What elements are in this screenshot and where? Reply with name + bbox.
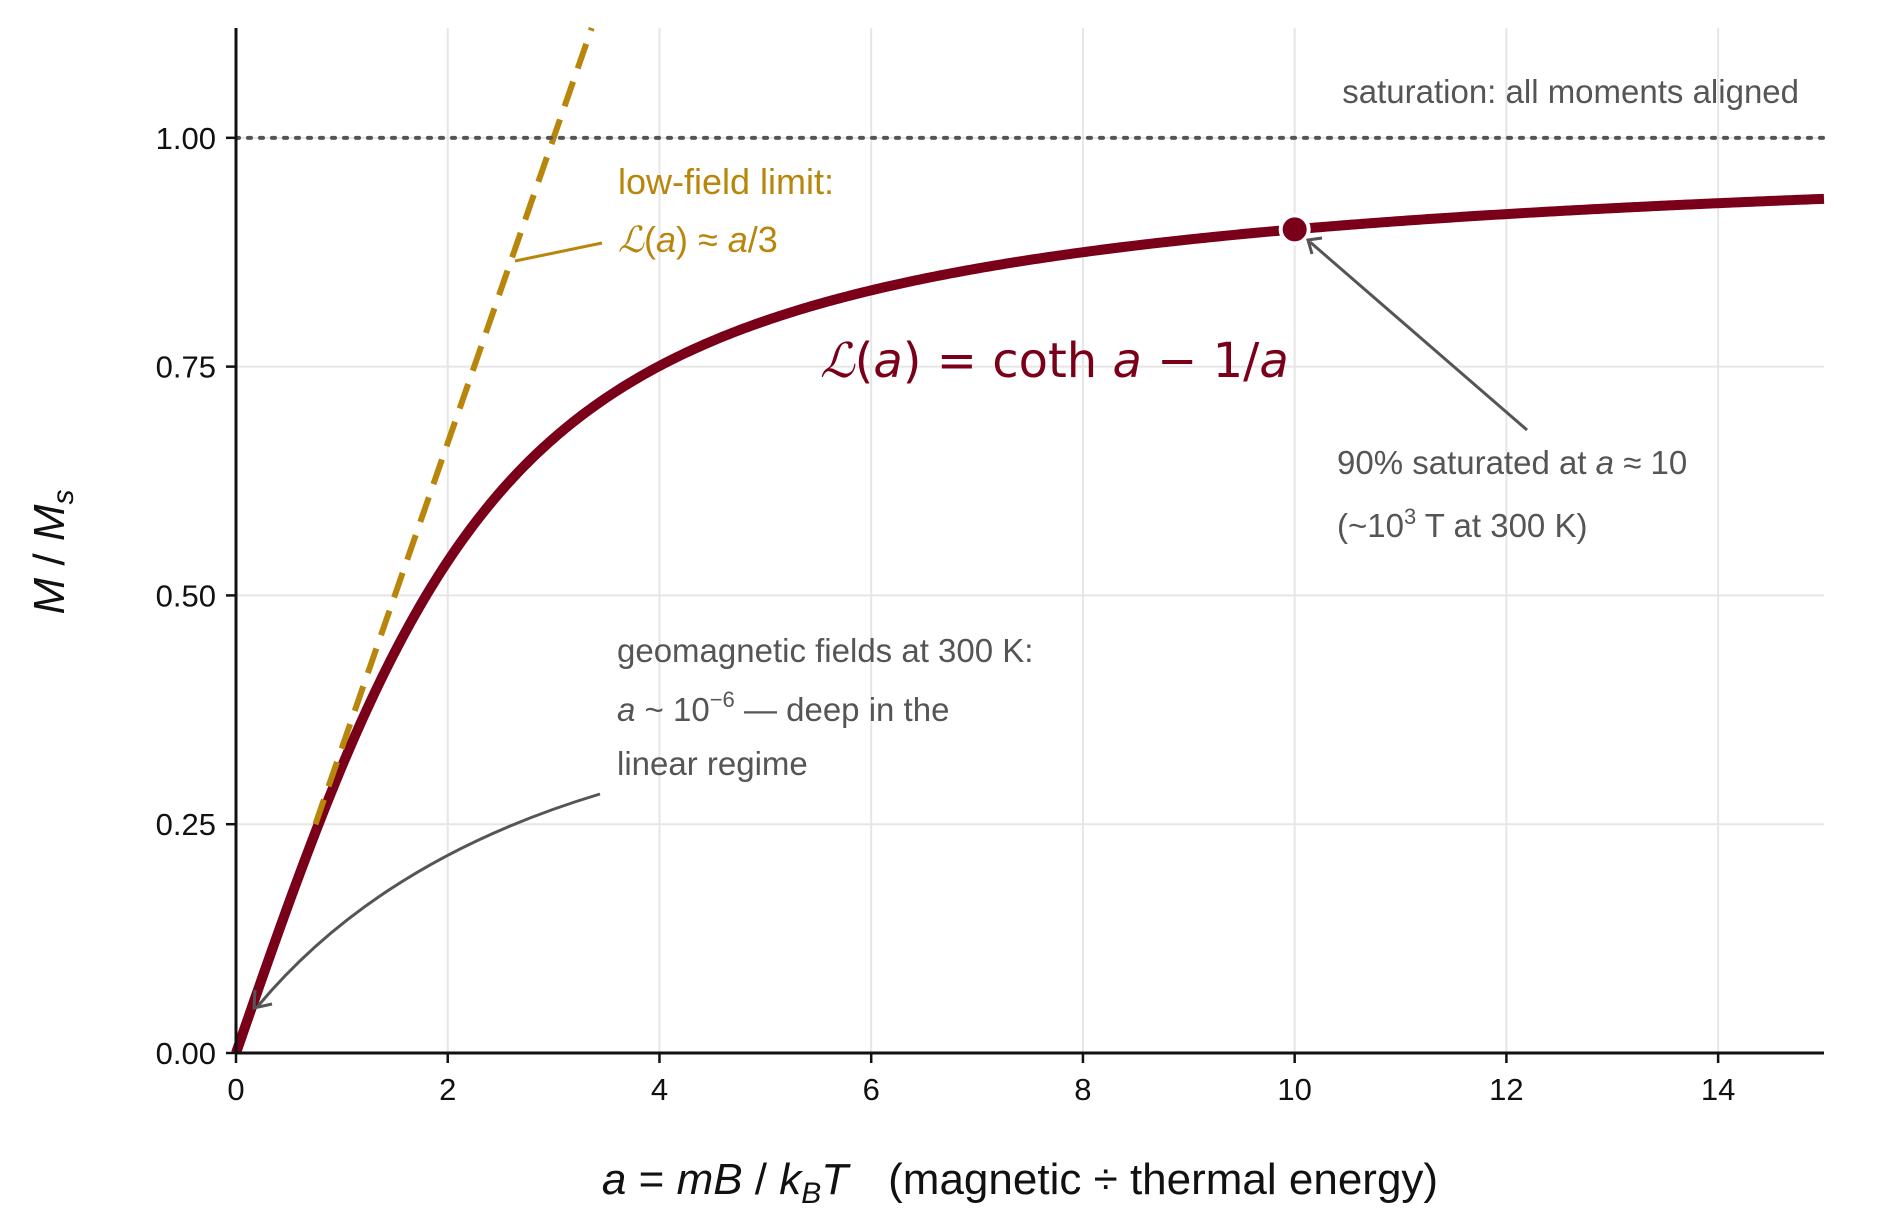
ninety-suffix: ≈ 10	[1614, 444, 1687, 481]
lowfield-eq-approx: ≈	[688, 219, 728, 260]
geo-mid: ~ 10	[635, 691, 709, 728]
ylabel-ms: M	[25, 504, 74, 541]
main-eq-close: )	[903, 333, 922, 389]
axes	[234, 28, 1824, 1055]
low-field-asymptote	[312, 27, 595, 826]
saturation-label: saturation: all moments aligned	[1342, 73, 1799, 110]
lowfield-equation: ℒ(a) ≈ a/3	[618, 219, 778, 261]
xlabel-k: k	[779, 1155, 803, 1204]
series-layer	[231, 27, 1826, 1055]
ylabel-m: M	[25, 578, 74, 615]
geomagnetic-arrow	[252, 792, 601, 1010]
xlabel-t: T	[821, 1155, 851, 1204]
ninety-prefix: 90% saturated at	[1337, 444, 1596, 481]
xlabel-eq: =	[626, 1155, 676, 1204]
y-tick-label: 0.75	[156, 350, 216, 385]
lowfield-eq-a1: a	[656, 219, 676, 260]
y-tick-label: 0.50	[156, 578, 216, 613]
main-eq-script-l: ℒ	[820, 333, 856, 389]
ticks: 0 2 4 6 8 10 12 14 0.00 0.25 0.50 0.75 1.00	[156, 121, 1736, 1107]
ylabel-slash: /	[25, 541, 74, 578]
langevin-curve	[231, 193, 1826, 1055]
main-eq-a2: a	[1112, 333, 1141, 389]
x-tick-label: 8	[1074, 1072, 1091, 1107]
main-eq-a1: a	[873, 333, 902, 389]
main-eq-minus: − 1/	[1142, 333, 1260, 389]
langevin-equation: ℒ(a) = coth a − 1/a	[820, 333, 1289, 389]
xlabel-slash: /	[743, 1155, 780, 1204]
ninety-field-prefix: (~10	[1337, 507, 1404, 544]
lowfield-eq-close: )	[676, 219, 688, 260]
xlabel-rest: (magnetic ÷ thermal energy)	[888, 1155, 1438, 1204]
ninety-percent-field: (~103 T at 300 K)	[1337, 504, 1587, 544]
ylabel-sub: s	[47, 490, 80, 505]
y-tick-label: 1.00	[156, 121, 216, 156]
x-tick-label: 10	[1277, 1072, 1311, 1107]
lowfield-eq-a2: a	[728, 219, 748, 260]
geomagnetic-regime: linear regime	[617, 745, 808, 782]
geomagnetic-label: geomagnetic fields at 300 K:	[617, 632, 1033, 669]
x-tick-label: 14	[1701, 1072, 1735, 1107]
geo-sup: −6	[710, 687, 735, 712]
ninety-field-sup: 3	[1404, 504, 1416, 529]
main-eq-open: (	[855, 333, 874, 389]
ninety-a: a	[1596, 444, 1614, 481]
lowfield-label: low-field limit:	[618, 161, 834, 202]
lowfield-eq-rest: /3	[748, 219, 778, 260]
xlabel-sub: B	[801, 1177, 821, 1210]
ninety-percent-label: 90% saturated at a ≈ 10	[1337, 444, 1687, 481]
x-tick-label: 0	[227, 1072, 244, 1107]
x-tick-label: 6	[863, 1072, 880, 1107]
lowfield-eq-script-l: ℒ	[618, 220, 645, 261]
xlabel-mb: mB	[677, 1155, 743, 1204]
ninety-percent-marker	[1278, 213, 1311, 246]
geo-suffix: — deep in the	[735, 691, 950, 728]
main-eq-a3: a	[1259, 333, 1288, 389]
y-axis-title: M / Ms	[25, 490, 80, 615]
y-tick-label: 0.25	[156, 807, 216, 842]
ninety-arrow	[1306, 236, 1528, 432]
lowfield-pointer	[514, 241, 603, 263]
lowfield-eq-open: (	[644, 219, 656, 260]
x-tick-label: 12	[1489, 1072, 1523, 1107]
y-tick-label: 0.00	[156, 1036, 216, 1071]
ninety-field-suffix: T at 300 K)	[1416, 507, 1587, 544]
geo-a: a	[617, 691, 635, 728]
x-axis-title: a = mB / kBT (magnetic ÷ thermal energy)	[602, 1155, 1438, 1210]
geomagnetic-value: a ~ 10−6 — deep in the	[617, 687, 949, 728]
main-eq-coth: = coth	[921, 333, 1112, 389]
xlabel-a: a	[602, 1155, 626, 1204]
x-tick-label: 4	[651, 1072, 668, 1107]
x-tick-label: 2	[439, 1072, 456, 1107]
